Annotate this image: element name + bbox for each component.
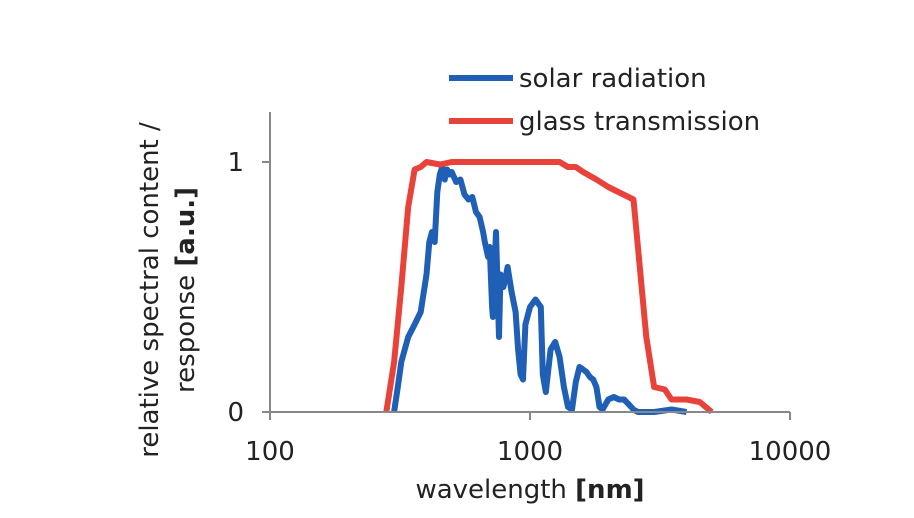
y-axis-title-spacer — [171, 267, 201, 275]
x-tick-label: 1000 — [497, 437, 563, 467]
x-axis-title-spacer — [567, 475, 575, 505]
x-axis-title: wavelength [nm] — [415, 475, 644, 505]
x-axis-title-unit: [nm] — [575, 475, 644, 505]
y-axis-title-unit: [a.u.] — [171, 187, 201, 267]
y-axis-title-line2-text: response — [171, 275, 201, 393]
legend-label-glass-transmission: glass transmission — [519, 107, 760, 137]
y-tick-label: 0 — [227, 398, 244, 428]
y-axis-title-line2: response [a.u.] — [171, 187, 201, 393]
series-line-solar-radiation — [391, 164, 687, 415]
x-tick-label: 10000 — [749, 437, 832, 467]
y-axis-title-line1: relative spectral content / — [135, 122, 165, 458]
x-axis-title-text: wavelength — [415, 475, 566, 505]
legend: solar radiation glass transmission — [449, 64, 760, 137]
legend-label-solar-radiation: solar radiation — [519, 64, 707, 94]
plot-area — [383, 159, 714, 415]
series-line-glass-transmission — [383, 159, 714, 415]
ticks: 100 1000 10000 0 1 — [227, 148, 831, 467]
x-tick-label: 100 — [245, 437, 295, 467]
y-tick-label: 1 — [227, 148, 244, 178]
